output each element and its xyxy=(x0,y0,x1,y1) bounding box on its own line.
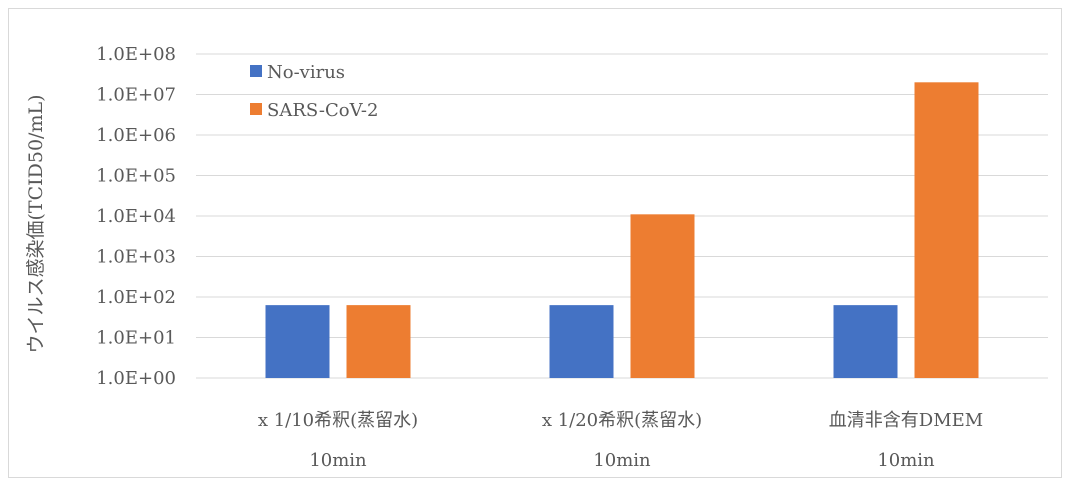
legend-label: SARS-CoV-2 xyxy=(267,100,378,121)
y-tick-label: 1.0E+06 xyxy=(96,125,176,146)
bars xyxy=(265,82,979,378)
y-axis-ticks: 1.0E+00 1.0E+01 1.0E+02 1.0E+03 1.0E+04 1.0E+… xyxy=(96,44,176,389)
chart-frame xyxy=(8,8,1062,478)
y-tick-label: 1.0E+02 xyxy=(96,287,176,308)
x-category-sublabel: 10min xyxy=(877,450,935,471)
x-category-sublabel: 10min xyxy=(309,450,367,471)
x-category-label: 血清非含有DMEM xyxy=(829,410,983,431)
bar-sars-cov-2 xyxy=(630,214,695,378)
x-category-label: x 1/10希釈(蒸留水) xyxy=(258,410,418,431)
x-axis-categories: x 1/10希釈(蒸留水) 10min x 1/20希釈(蒸留水) 10min 血清非含… xyxy=(258,410,983,471)
y-tick-label: 1.0E+00 xyxy=(96,368,176,389)
y-tick-label: 1.0E+04 xyxy=(96,206,176,227)
bar-no-virus xyxy=(833,305,898,378)
bar-no-virus xyxy=(549,305,614,378)
y-tick-label: 1.0E+05 xyxy=(96,166,176,187)
y-tick-label: 1.0E+08 xyxy=(96,44,176,65)
y-tick-label: 1.0E+03 xyxy=(96,247,176,268)
bar-no-virus xyxy=(265,305,330,378)
legend-swatch xyxy=(250,103,262,115)
x-category-sublabel: 10min xyxy=(593,450,651,471)
bar-sars-cov-2 xyxy=(914,82,979,378)
y-tick-label: 1.0E+07 xyxy=(96,85,176,106)
x-category-label: x 1/20希釈(蒸留水) xyxy=(542,410,702,431)
legend-label: No-virus xyxy=(267,62,345,83)
legend: No-virus SARS-CoV-2 xyxy=(250,62,378,121)
y-axis-label: ウイルス感染価(TCID50/mL) xyxy=(25,95,47,354)
legend-swatch xyxy=(250,65,262,77)
gridlines xyxy=(196,53,1048,379)
bar-sars-cov-2 xyxy=(346,305,411,378)
y-tick-label: 1.0E+01 xyxy=(96,328,176,349)
